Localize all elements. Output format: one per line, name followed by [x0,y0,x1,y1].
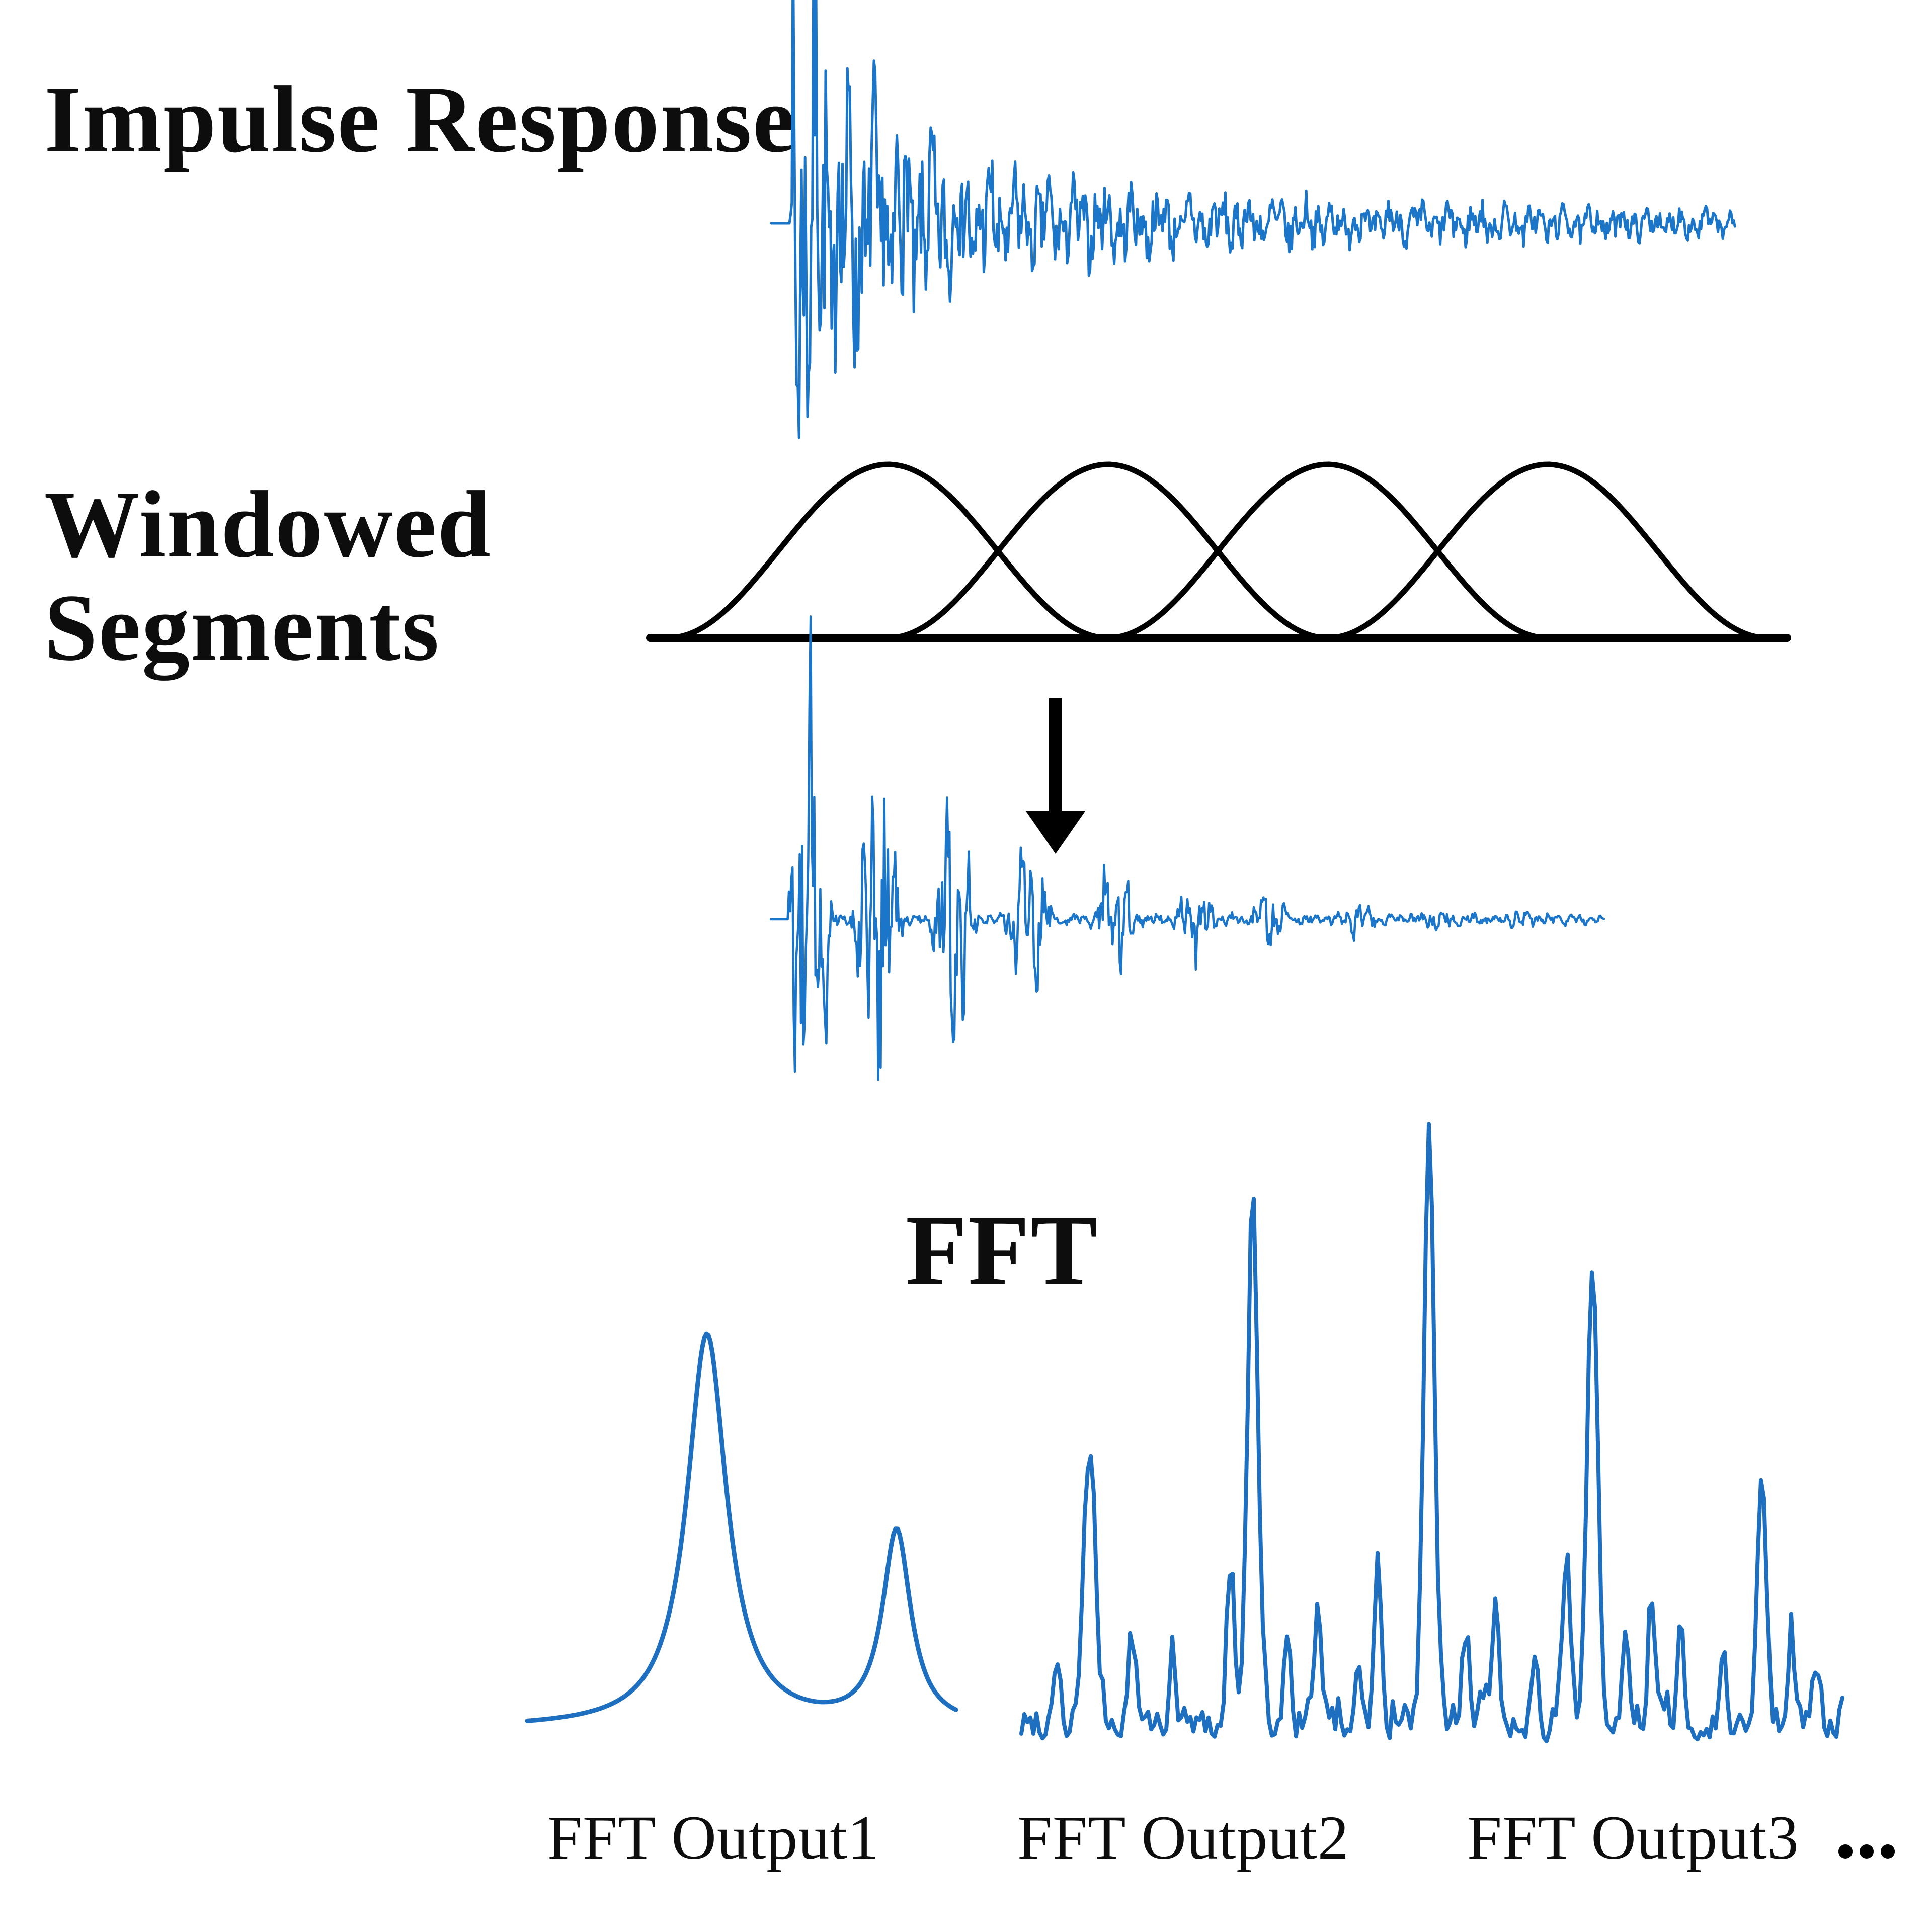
fft-output1-label: FFT Output1 [547,1803,879,1872]
ellipsis-dot [1838,1844,1853,1859]
windowed-segments-line2: Segments [44,575,440,681]
windowed-signal-waveform [771,616,1604,1080]
fft-label: FFT [906,1195,1099,1306]
fft-output1-spectrum [527,1334,956,1721]
ellipsis-dot [1860,1844,1874,1859]
windowed-segments-label: Windowed Segments [44,473,492,680]
hann-window-curves [668,464,1765,638]
windowed-segments-line1: Windowed [44,472,492,578]
fft-output2-label: FFT Output2 [1017,1803,1349,1872]
fft-output2-3-spectrum [1021,1124,1842,1741]
ellipsis-icon [1838,1844,1895,1859]
down-arrow-icon [1049,698,1062,814]
down-arrow-head-icon [1026,811,1085,854]
impulse-response-waveform [771,0,1735,438]
fft-output3-label: FFT Output3 [1467,1803,1799,1872]
ellipsis-dot [1881,1844,1895,1859]
impulse-response-label: Impulse Response [44,67,796,173]
